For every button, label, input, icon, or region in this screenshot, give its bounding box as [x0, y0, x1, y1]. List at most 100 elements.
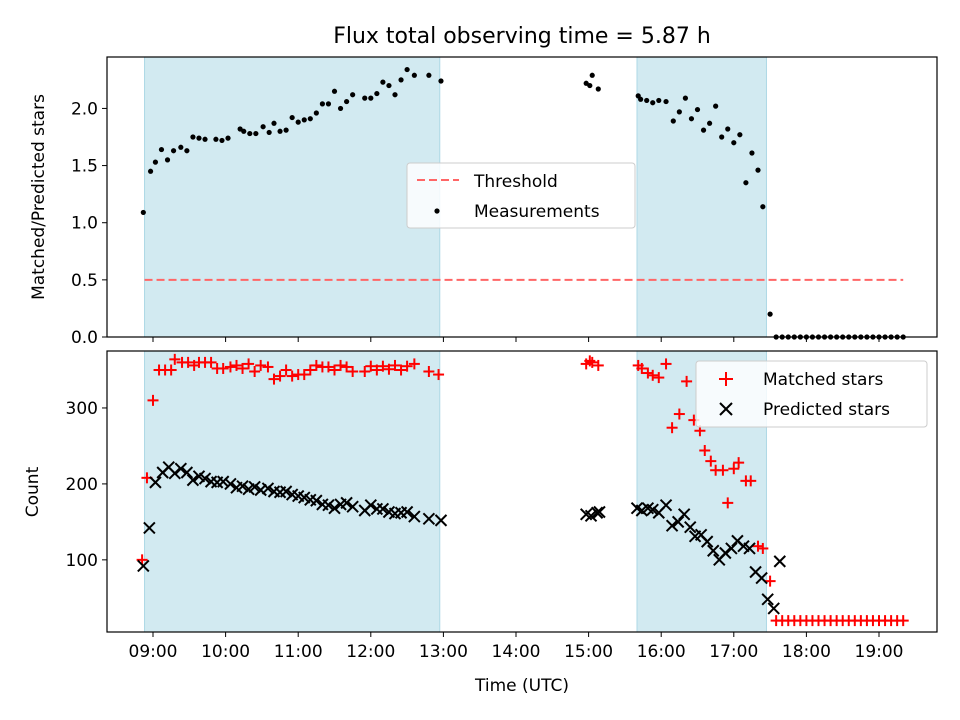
top-y-tick-label: 1.0: [71, 214, 98, 234]
measurement-point: [337, 105, 344, 112]
shaded-interval: [144, 57, 440, 337]
x-tick-label: 19:00: [855, 642, 904, 662]
measurement-point: [170, 148, 177, 154]
predicted-star-point: [646, 503, 659, 516]
measurement-point: [755, 167, 761, 173]
matched-star-point: [642, 367, 654, 379]
matched-star-point: [592, 359, 604, 371]
measurement-point: [247, 130, 253, 137]
measurement-point: [196, 135, 202, 141]
matched-star-point: [237, 362, 249, 374]
measurement-point: [725, 126, 731, 132]
matched-star-point: [636, 362, 648, 374]
matched-star-point: [752, 540, 764, 552]
measurement-point: [362, 95, 368, 101]
matched-star-point: [728, 463, 740, 475]
predicted-star-point: [279, 485, 293, 498]
matched-star-point: [310, 359, 322, 371]
matched-star-point: [401, 360, 413, 372]
matched-star-point: [322, 361, 334, 373]
threshold-legend-label: Threshold: [473, 172, 558, 192]
matched-star-point: [653, 372, 665, 384]
predicted-star-point: [422, 512, 436, 526]
measurement-point: [301, 117, 307, 123]
x-tick-label: 17:00: [709, 642, 758, 662]
measurement-point: [587, 82, 593, 89]
bottom-y-tick-label: 300: [66, 399, 98, 419]
matched-star-point: [745, 475, 757, 487]
predicted-star-point: [677, 508, 691, 521]
predicted-star-point: [400, 505, 414, 519]
measurement-point: [253, 130, 259, 137]
matched-star-point: [389, 359, 401, 371]
measurement-point: [283, 127, 289, 133]
bottom-panel: 100 200 300 09:00 10:00 11:00 12:00 13:00 14:00…: [23, 350, 938, 696]
matched-star-point: [255, 359, 267, 371]
measurement-point: [295, 119, 301, 125]
measurement-point: [676, 109, 682, 115]
matched-star-point: [371, 364, 383, 376]
measurement-point: [202, 136, 208, 142]
top-y-tick-label: 2.0: [71, 99, 98, 119]
predicted-star-point: [743, 542, 756, 555]
predicted-star-point: [719, 546, 732, 560]
measurement-point: [404, 66, 410, 73]
matched-star-point: [660, 358, 672, 370]
matched-star-point: [647, 369, 659, 381]
matched-star-point: [666, 422, 678, 434]
predicted-star-point: [186, 473, 200, 487]
predicted-star-point: [149, 476, 162, 489]
matched-legend-swatch: [719, 372, 733, 386]
shaded-interval: [637, 57, 767, 337]
predicted-stars-points: [137, 460, 786, 615]
x-tick-label: 15:00: [564, 642, 613, 662]
x-tick-label: 10:00: [201, 642, 250, 662]
bottom-y-ticks: 100 200 300: [66, 399, 107, 571]
matched-star-point: [722, 497, 734, 509]
matched-star-point: [347, 366, 359, 378]
top-y-ticks: 0.0 0.5 1.0 1.5 2.0: [71, 99, 107, 348]
chart-title: Flux total observing time = 5.87 h: [333, 24, 711, 49]
top-y-tick-label: 1.5: [71, 157, 98, 177]
matched-star-point: [147, 394, 159, 406]
measurement-point: [213, 136, 219, 142]
measurement-point: [386, 82, 392, 89]
matched-star-point: [205, 356, 217, 368]
predicted-star-point: [254, 483, 267, 497]
top-legend: Threshold Measurements: [406, 162, 636, 229]
bottom-plot-frame: [106, 350, 938, 633]
predicted-star-point: [593, 505, 606, 519]
predicted-star-point: [671, 515, 685, 529]
matched-star-point: [408, 358, 420, 370]
measurement-point: [266, 129, 272, 136]
top-x-tick-marks: [152, 337, 880, 342]
predicted-star-point: [328, 502, 341, 515]
measurement-point: [663, 98, 669, 105]
measurement-point: [307, 116, 313, 122]
predicted-star-point: [310, 494, 323, 507]
matched-star-point: [377, 360, 389, 372]
matched-star-point: [169, 353, 181, 365]
measurement-point: [152, 159, 159, 165]
predicted-star-point: [168, 467, 181, 480]
matched-star-point: [268, 373, 280, 385]
measurement-point: [190, 134, 196, 140]
measurement-point: [760, 204, 766, 210]
predicted-star-point: [659, 498, 673, 512]
measurement-point: [260, 124, 266, 130]
predicted-legend-label: Predicted stars: [763, 400, 890, 420]
matched-star-point: [298, 369, 310, 381]
predicted-star-point: [684, 520, 697, 534]
matched-legend-label: Matched stars: [763, 370, 883, 390]
measurement-point: [644, 97, 650, 104]
matched-star-point: [764, 575, 776, 587]
measurement-point: [325, 101, 332, 107]
top-y-tick-label: 0.5: [71, 271, 98, 291]
measurement-point: [277, 128, 283, 134]
measurement-point: [682, 95, 689, 101]
predicted-star-point: [198, 472, 212, 485]
bottom-legend: Matched stars Predicted stars: [695, 360, 928, 428]
measurement-point: [313, 110, 319, 116]
measurement-point: [271, 120, 277, 126]
